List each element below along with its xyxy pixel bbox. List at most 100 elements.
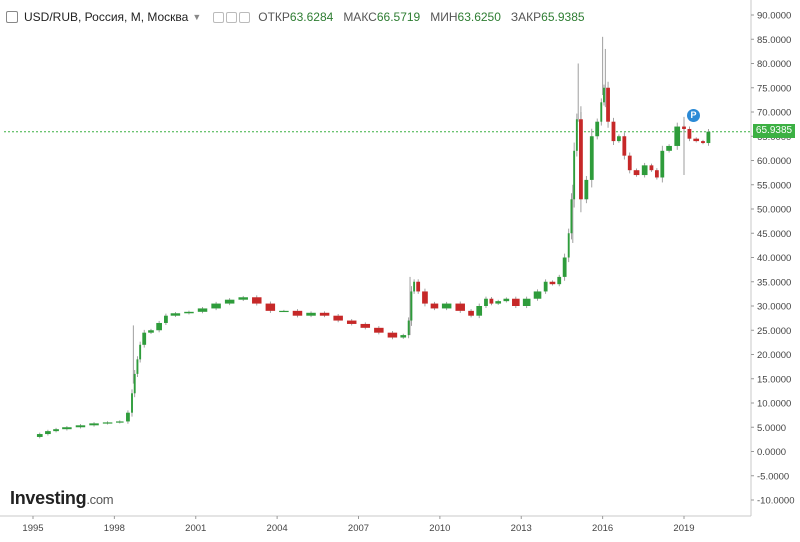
candle-mark	[333, 315, 343, 321]
candle-mark	[693, 138, 700, 142]
candle-mark	[543, 281, 548, 292]
chevron-down-icon[interactable]: ▼	[192, 12, 202, 22]
ohlc-close: ЗАКР65.9385	[510, 10, 585, 24]
candle-mark	[211, 303, 221, 309]
candle-mark	[682, 126, 686, 129]
candle-mark	[706, 131, 711, 144]
ohlc-low: МИН63.6250	[430, 10, 501, 24]
candle-mark	[292, 310, 303, 316]
settings-icon[interactable]	[213, 11, 225, 23]
eye-icon[interactable]	[226, 11, 238, 23]
candle-mark	[139, 344, 142, 360]
collapse-icon[interactable]	[6, 11, 18, 23]
candle-mark	[413, 281, 416, 292]
y-tick-label: 30.0000	[757, 302, 791, 313]
candle-mark	[660, 150, 665, 178]
candle-mark	[489, 298, 494, 304]
candle-mark	[533, 291, 542, 299]
y-tick-label: 10.0000	[757, 399, 791, 410]
candle-mark	[53, 429, 59, 432]
x-tick-label: 2007	[348, 523, 369, 534]
y-tick-label: -5.0000	[757, 471, 789, 482]
last-price-tag: 65.9385	[753, 124, 795, 138]
candle-mark	[416, 281, 421, 292]
candle-mark	[89, 423, 99, 426]
candle-mark	[252, 297, 262, 304]
y-tick-label: 35.0000	[757, 277, 791, 288]
y-tick-label: 50.0000	[757, 205, 791, 216]
ohlc-readout: ОТКР63.6284 МАКС66.5719 МИН63.6250 ЗАКР6…	[258, 10, 584, 24]
x-tick-label: 2001	[185, 523, 206, 534]
y-tick-label: 90.0000	[757, 11, 791, 22]
candle-mark	[512, 298, 520, 306]
y-tick-label: 0.0000	[757, 447, 786, 458]
candle-mark	[567, 233, 570, 258]
symbol-title[interactable]: USD/RUB, Россия, М, Москва	[24, 10, 189, 24]
y-tick-label: 40.0000	[757, 253, 791, 264]
candle-mark	[126, 412, 130, 422]
candle-mark	[319, 312, 330, 316]
candle-mark	[224, 299, 235, 304]
candle-mark	[430, 303, 439, 309]
candle-mark	[184, 311, 194, 314]
candle-mark	[589, 136, 594, 180]
candle-mark	[595, 121, 600, 137]
candle-mark	[441, 303, 452, 309]
candle-mark	[45, 431, 51, 435]
candle-mark	[666, 145, 672, 151]
candle-mark	[579, 119, 583, 200]
candle-mark	[495, 301, 502, 304]
candle-mark	[476, 306, 483, 316]
candle-mark	[75, 425, 86, 428]
candle-mark	[617, 136, 621, 142]
candle-mark	[549, 281, 556, 285]
candle-mark	[102, 422, 113, 424]
event-marker-icon[interactable]: P	[687, 109, 700, 122]
candle-mark	[156, 322, 162, 331]
y-tick-label: 75.0000	[757, 83, 791, 94]
candle-mark	[36, 434, 43, 437]
x-tick-label: 2004	[267, 523, 288, 534]
candle-mark	[374, 327, 384, 333]
ohlc-high: МАКС66.5719	[343, 10, 421, 24]
candle-mark	[701, 141, 705, 144]
y-tick-label: 25.0000	[757, 326, 791, 337]
candle-mark	[562, 257, 567, 277]
candle-mark	[306, 312, 316, 316]
investing-logo[interactable]: Investing.com	[10, 488, 114, 509]
candle-mark	[687, 128, 692, 139]
candle-mark	[131, 393, 133, 413]
y-tick-label: -10.0000	[757, 496, 795, 507]
candle-mark	[400, 335, 407, 338]
candle-mark	[116, 421, 124, 423]
candle-mark	[410, 291, 413, 321]
x-tick-label: 1995	[22, 523, 43, 534]
candle-mark	[148, 330, 154, 333]
candle-mark	[503, 298, 510, 302]
candle-mark	[522, 298, 531, 306]
x-tick-label: 2010	[429, 523, 450, 534]
candle-mark	[557, 276, 562, 285]
y-tick-label: 20.0000	[757, 350, 791, 361]
y-tick-label: 5.0000	[757, 423, 786, 434]
x-tick-label: 2013	[511, 523, 532, 534]
candle-mark	[455, 303, 465, 311]
candle-mark	[611, 121, 616, 142]
close-icon[interactable]	[239, 11, 251, 23]
x-tick-label: 2019	[673, 523, 694, 534]
toolbar-icons	[213, 11, 251, 23]
ohlc-open: ОТКР63.6284	[258, 10, 334, 24]
candle-mark	[164, 315, 168, 323]
candle-mark	[133, 373, 136, 394]
candle-mark	[570, 199, 573, 234]
candle-mark	[265, 303, 276, 311]
logo-suffix: .com	[86, 492, 114, 507]
candle-mark	[346, 320, 357, 324]
y-tick-label: 15.0000	[757, 374, 791, 385]
candle-mark	[142, 332, 147, 345]
candle-mark	[649, 165, 654, 171]
x-tick-label: 1998	[104, 523, 125, 534]
candle-mark	[407, 320, 410, 336]
candle-mark	[573, 150, 576, 200]
